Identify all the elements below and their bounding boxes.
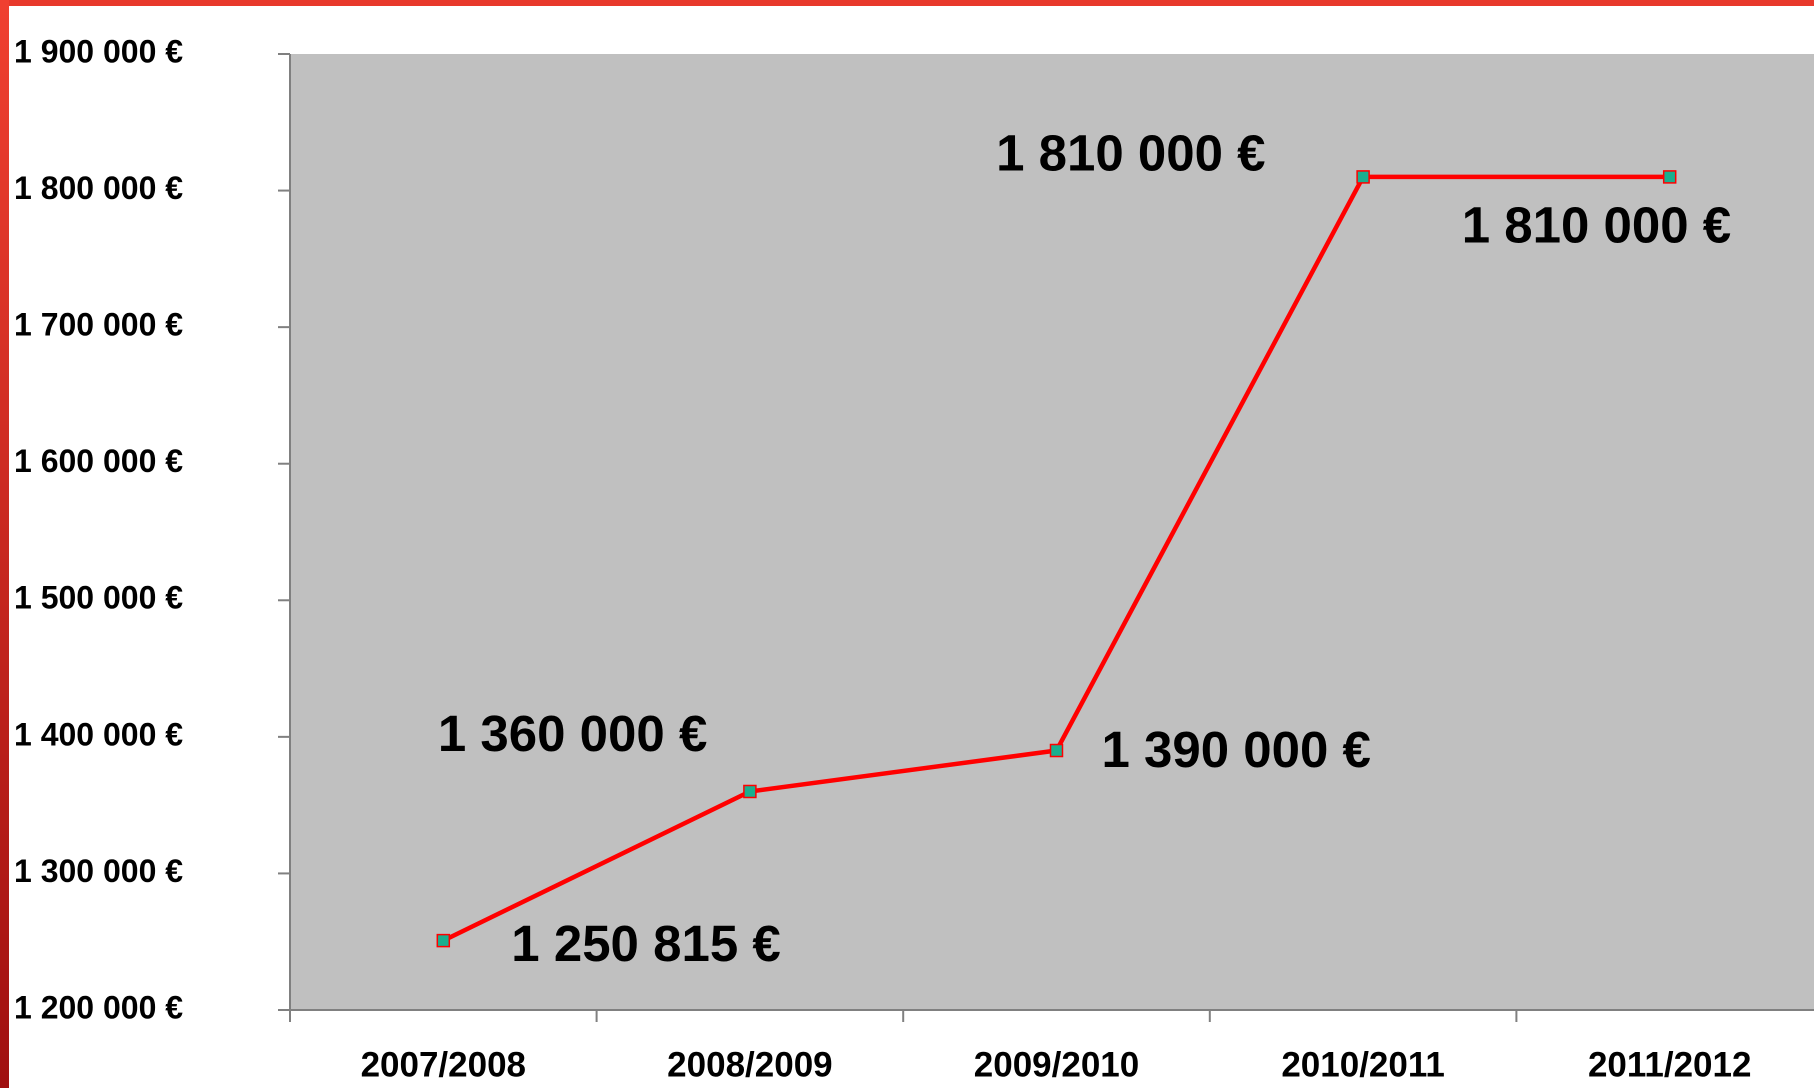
marker xyxy=(436,933,451,948)
marker xyxy=(1356,170,1370,184)
y-tick-label: 1 900 000 € xyxy=(14,33,183,69)
y-tick-label: 1 700 000 € xyxy=(14,307,183,343)
y-tick-label: 1 500 000 € xyxy=(14,580,183,616)
data-label: 1 810 000 € xyxy=(996,124,1265,181)
y-tick-label: 1 400 000 € xyxy=(14,716,183,752)
x-tick-label: 2010/2011 xyxy=(1281,1045,1445,1084)
x-tick-label: 2011/2012 xyxy=(1588,1045,1752,1084)
marker xyxy=(1662,170,1677,184)
x-tick-label: 2009/2010 xyxy=(974,1045,1139,1084)
data-label: 1 360 000 € xyxy=(438,705,707,762)
x-tick-label: 2007/2008 xyxy=(361,1045,526,1084)
marker xyxy=(1049,743,1064,758)
left-border xyxy=(0,0,9,1088)
y-tick-label: 1 600 000 € xyxy=(14,443,183,479)
data-label: 1 810 000 € xyxy=(1462,196,1731,253)
y-tick-label: 1 200 000 € xyxy=(14,989,183,1025)
x-tick-label: 2008/2009 xyxy=(667,1045,832,1084)
plot-area xyxy=(290,54,1814,1010)
data-label: 1 390 000 € xyxy=(1102,721,1371,778)
y-tick-label: 1 800 000 € xyxy=(14,170,183,206)
data-label: 1 250 815 € xyxy=(511,915,780,972)
top-border xyxy=(0,0,1814,6)
marker xyxy=(743,784,757,799)
y-tick-label: 1 300 000 € xyxy=(14,853,183,889)
